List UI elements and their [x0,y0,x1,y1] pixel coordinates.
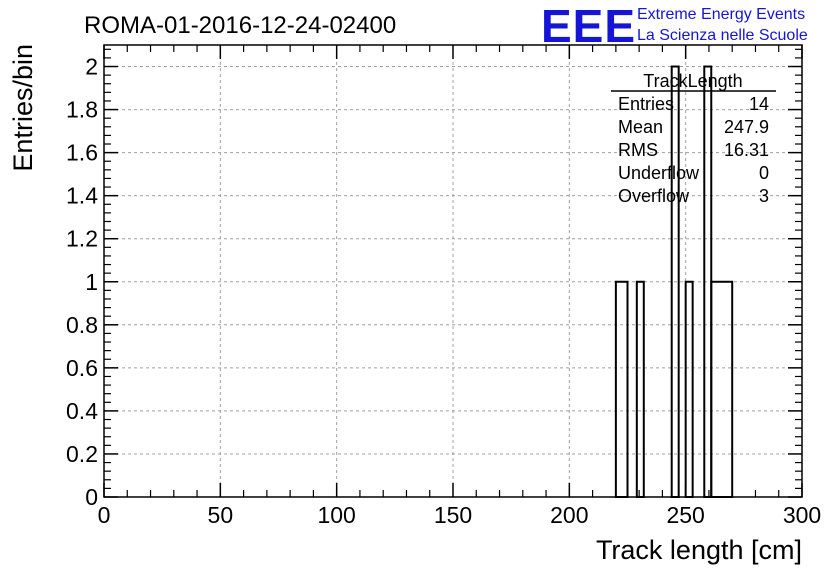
y-tick-label: 1.6 [66,140,98,166]
eee-logo: EEE Extreme Energy Events La Scienza nel… [541,0,808,52]
x-tick-labels: 0 50 100 150 200 250 300 [98,502,822,528]
y-tick-label: 1 [85,269,98,295]
stats-box-title: TrackLength [643,71,742,91]
stats-row-label: Mean [618,117,663,137]
x-tick-label: 200 [550,502,588,528]
y-tick-label: 0.6 [66,355,98,381]
y-tick-label: 2 [85,54,98,80]
y-tick-label: 1.8 [66,97,98,123]
x-tick-label: 250 [666,502,704,528]
grid [104,45,802,497]
logo-line-1: Extreme Energy Events [637,6,805,23]
stats-rows: Entries 14 Mean 247.9 RMS 16.31 Underflow 0 Over… [618,94,769,206]
run-title: ROMA-01-2016-12-24-02400 [84,12,396,39]
stats-row-value: 247.9 [724,117,769,137]
y-tick-label: 1.4 [66,183,98,209]
stats-box: TrackLength Entries 14 Mean 247.9 RMS 16.31 Un… [611,71,776,206]
stats-row-value: 14 [749,94,769,114]
histogram-bin [635,280,645,498]
y-axis-title: Entries/bin [8,44,38,172]
y-tick-label: 1.2 [66,226,98,252]
stats-row-label: RMS [618,140,658,160]
y-tick-label: 0.8 [66,312,98,338]
x-tick-label: 50 [208,502,234,528]
x-tick-label: 300 [783,502,821,528]
histogram-bin [614,280,629,498]
logo-line-2: La Scienza nelle Scuole [637,27,808,44]
stats-row-label: Entries [618,94,674,114]
stats-row-value: 0 [759,163,769,183]
stats-row-value: 3 [759,186,769,206]
y-tick-label: 0.2 [66,441,98,467]
y-tick-label: 0 [85,484,98,510]
logo-mark: EEE [541,0,636,52]
histogram-bin [710,280,734,498]
x-axis-title: Track length [cm] [596,535,802,565]
stats-row-label: Overflow [618,186,690,206]
x-tick-label: 100 [317,502,355,528]
x-tick-label: 150 [434,502,472,528]
plot-area: 0 50 100 150 200 250 300 0 0.2 0.4 0.6 0.8 1 1.2 1.4 1… [66,44,822,528]
histogram-bin [684,280,694,498]
x-tick-label: 0 [98,502,111,528]
y-tick-labels: 0 0.2 0.4 0.6 0.8 1 1.2 1.4 1.6 1.8 2 [66,54,98,510]
stats-row-label: Underflow [618,163,700,183]
y-tick-label: 0.4 [66,398,98,424]
axis-ticks [103,45,803,498]
stats-row-value: 16.31 [724,140,769,160]
